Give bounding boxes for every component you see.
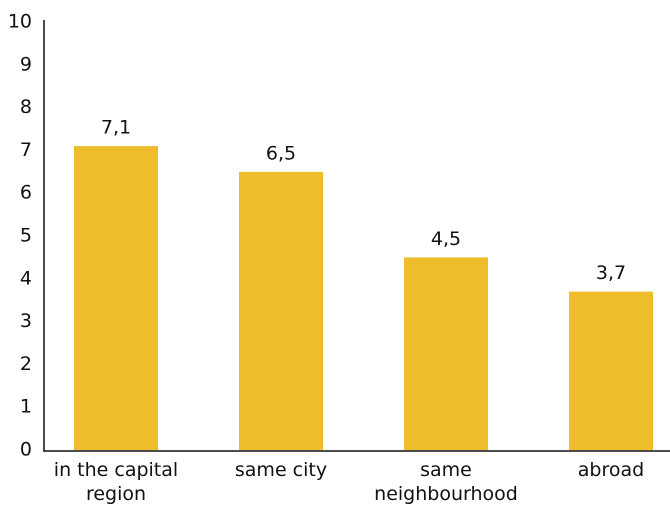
y-tick-label: 10	[8, 11, 32, 33]
y-tick-label: 9	[20, 53, 32, 75]
y-tick-label: 7	[20, 139, 32, 161]
y-tick-label: 1	[20, 396, 32, 418]
x-tick-label: same neighbourhood	[374, 459, 518, 505]
x-tick-label: abroad	[577, 459, 645, 481]
y-tick-label: 5	[20, 225, 32, 247]
y-tick-label: 8	[20, 96, 32, 118]
bar	[74, 146, 158, 450]
y-tick-label: 4	[20, 267, 32, 289]
value-label: 6,5	[266, 142, 296, 164]
bar	[239, 171, 323, 451]
value-label: 7,1	[101, 117, 131, 139]
bar	[569, 291, 653, 450]
y-tick-label: 3	[20, 310, 32, 332]
value-label: 3,7	[596, 262, 626, 284]
y-tick-label: 6	[20, 182, 32, 204]
value-label: 4,5	[431, 228, 461, 250]
bar	[404, 257, 488, 450]
y-tick-label: 0	[20, 439, 32, 461]
x-tick-label: in the capital region	[53, 459, 179, 505]
x-tick-label: same city	[234, 459, 328, 481]
y-tick-label: 2	[20, 353, 32, 375]
